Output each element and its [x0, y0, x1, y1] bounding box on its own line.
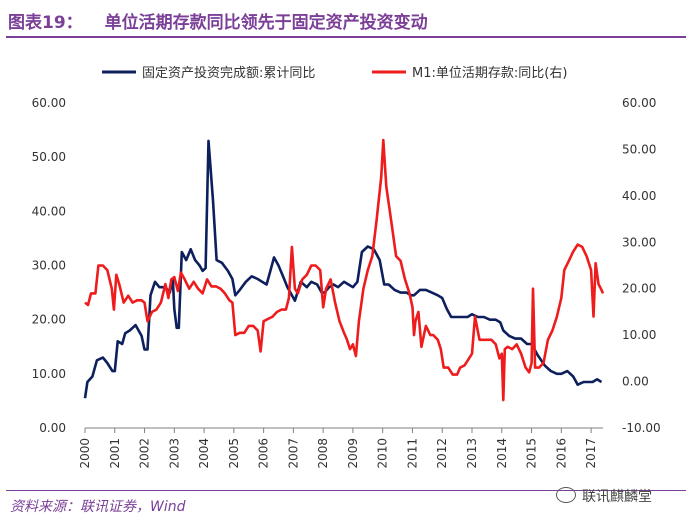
series-line-2	[84, 138, 605, 402]
wechat-icon	[556, 487, 576, 503]
y-left-tick-label: 30.00	[32, 259, 66, 273]
y-right-tick-label: 10.00	[622, 328, 656, 342]
y-left-tick-label: 40.00	[32, 204, 66, 218]
y-left-tick-label: 20.00	[32, 313, 66, 327]
y-left-tick-label: 60.00	[32, 96, 66, 110]
footer-divider	[6, 490, 686, 491]
x-tick-label: 2009	[346, 438, 360, 469]
figure-number: 图表19：	[8, 13, 83, 33]
axes: 0.00 10.00 20.00 30.00 40.00 50.00 60.00 -10.00…	[32, 96, 661, 469]
watermark: 联讯麒麟堂	[556, 486, 652, 506]
y-right-tick-label: -10.00	[622, 421, 661, 435]
y-right-tick-label: 60.00	[622, 96, 656, 110]
x-tick-label: 2012	[435, 438, 449, 469]
x-tick-label: 2001	[108, 438, 122, 469]
y-left-tick-label: 50.00	[32, 150, 66, 164]
x-tick-label: 2014	[495, 438, 509, 469]
series-line-1	[83, 139, 603, 399]
legend-label-1: 固定资产投资完成额:累计同比	[142, 65, 315, 81]
y-right-tick-label: 0.00	[622, 375, 649, 389]
x-tick-label: 2002	[138, 438, 152, 469]
y-left-tick-label: 0.00	[39, 421, 66, 435]
x-tick-label: 2006	[257, 438, 271, 469]
x-tick-label: 2000	[78, 438, 92, 469]
source-note: 资料来源：联讯证券，Wind	[10, 499, 186, 515]
x-tick-label: 2015	[525, 438, 539, 469]
y-right-tick-label: 20.00	[622, 282, 656, 296]
legend: 固定资产投资完成额:累计同比 M1:单位活期存款:同比(右)	[102, 65, 567, 81]
x-tick-label: 2011	[405, 438, 419, 469]
x-tick-label: 2004	[197, 438, 211, 469]
x-tick-label: 2017	[584, 438, 598, 469]
y-left-tick-label: 10.00	[32, 367, 66, 381]
y-right-tick-label: 50.00	[622, 142, 656, 156]
x-tick-label: 2010	[376, 438, 390, 469]
x-tick-label: 2008	[316, 438, 330, 469]
watermark-text: 联讯麒麟堂	[582, 489, 652, 505]
title-divider	[6, 36, 686, 38]
x-tick-label: 2005	[227, 438, 241, 469]
x-tick-label: 2007	[286, 438, 300, 469]
x-tick-label: 2013	[465, 438, 479, 469]
y-right-tick-label: 30.00	[622, 235, 656, 249]
series-group	[83, 138, 605, 402]
y-right-tick-label: 40.00	[622, 189, 656, 203]
figure-title: 单位活期存款同比领先于固定资产投资变动	[104, 13, 428, 33]
chart-title: 图表19： 单位活期存款同比领先于固定资产投资变动	[8, 8, 428, 33]
x-tick-label: 2016	[554, 438, 568, 469]
legend-label-2: M1:单位活期存款:同比(右)	[412, 66, 567, 81]
x-tick-label: 2003	[167, 438, 181, 469]
